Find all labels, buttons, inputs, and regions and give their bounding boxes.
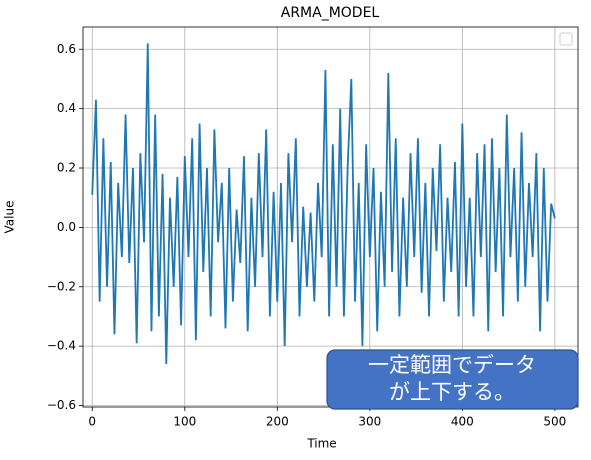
data-line bbox=[91, 43, 556, 364]
x-axis-label: Time bbox=[306, 437, 336, 451]
legend-box bbox=[559, 32, 573, 46]
annotation-text: 一定範囲でデータ bbox=[368, 353, 536, 377]
y-tick-label: 0.4 bbox=[57, 101, 76, 115]
x-tick-label: 500 bbox=[543, 415, 566, 429]
y-tick-label: −0.4 bbox=[47, 339, 76, 353]
annotation-text: が上下する。 bbox=[389, 380, 515, 404]
y-tick-label: 0.6 bbox=[57, 42, 76, 56]
x-tick-label: 400 bbox=[451, 415, 474, 429]
x-tick-label: 0 bbox=[88, 415, 96, 429]
annotation-box bbox=[326, 349, 579, 410]
x-tick-label: 100 bbox=[173, 415, 196, 429]
chart-title: ARMA_MODEL bbox=[281, 5, 380, 21]
x-tick-label: 200 bbox=[266, 415, 289, 429]
y-tick-label: −0.2 bbox=[47, 279, 76, 293]
y-tick-label: 0.2 bbox=[57, 161, 76, 175]
y-tick-label: −0.6 bbox=[47, 398, 76, 412]
y-tick-label: 0.0 bbox=[57, 220, 76, 234]
y-axis-label: Value bbox=[3, 201, 17, 234]
x-tick-label: 300 bbox=[358, 415, 381, 429]
